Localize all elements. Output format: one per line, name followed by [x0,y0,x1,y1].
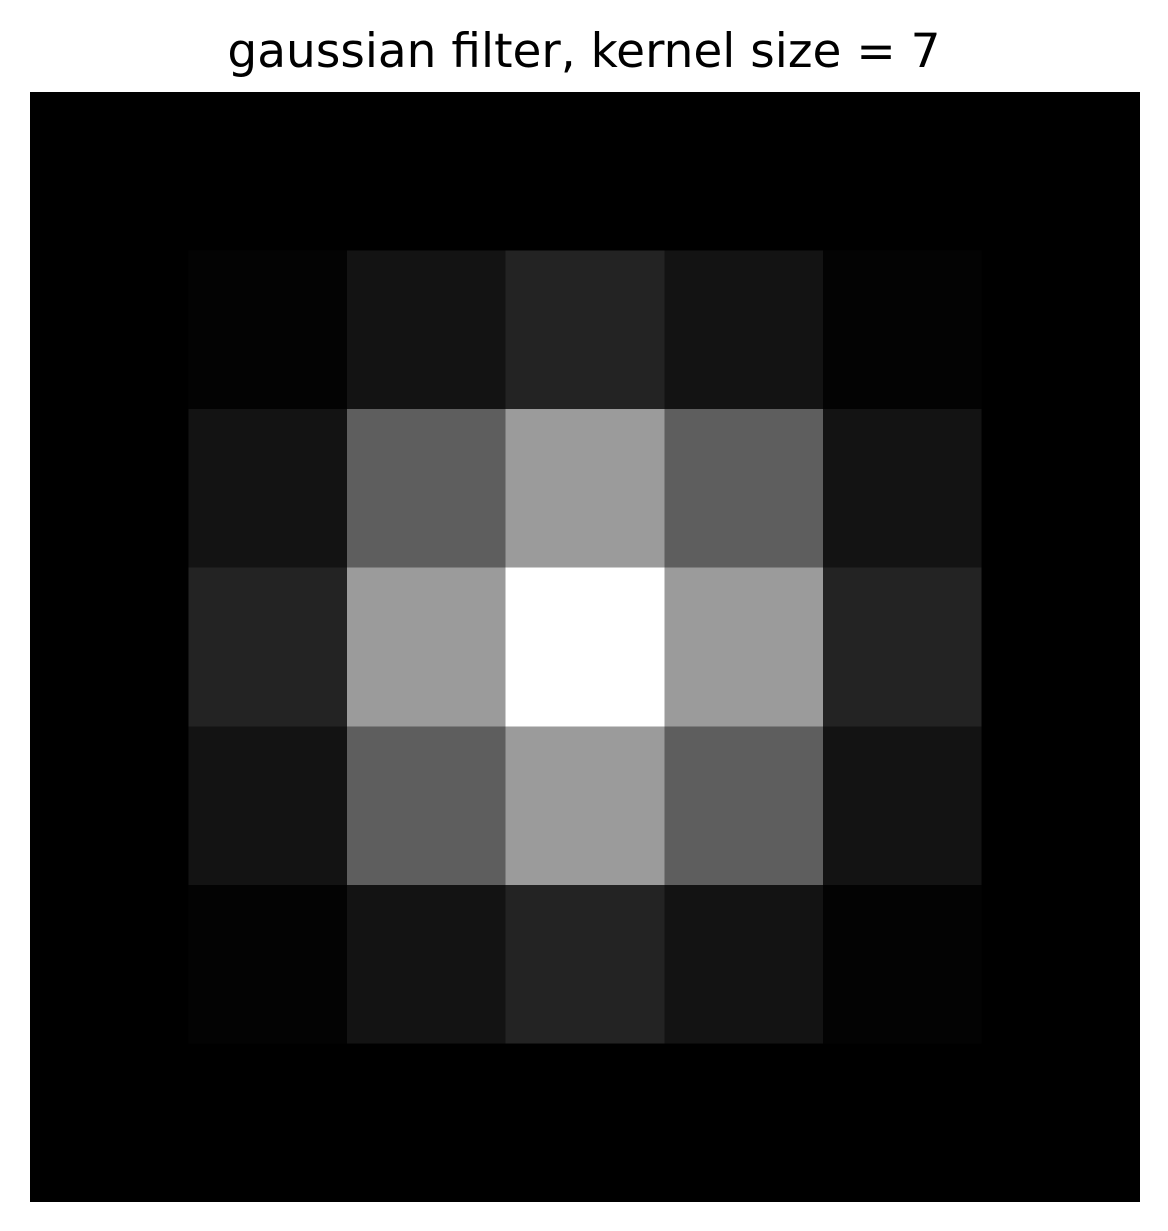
heatmap-cell-r2-c2 [347,409,507,569]
heatmap-cell-r4-c4 [664,726,824,886]
chart-title: gaussian filter, kernel size = 7 [227,24,941,79]
heatmap-cell-r3-c5 [822,567,982,727]
heatmap-cell-r4-c3 [505,726,665,886]
heatmap-cell-r5-c3 [505,884,665,1044]
heatmap-cell-r6-c6 [981,1043,1140,1202]
heatmap-cell-r2-c3 [505,409,665,569]
heatmap-cell-r1-c0 [30,250,190,410]
heatmap [30,92,1140,1202]
heatmap-cell-r6-c5 [822,1043,982,1202]
heatmap-cell-r1-c3 [505,250,665,410]
heatmap-cell-r3-c0 [30,567,190,727]
heatmap-cell-r2-c6 [981,409,1140,569]
heatmap-cell-r6-c0 [30,1043,190,1202]
heatmap-cell-r5-c6 [981,884,1140,1044]
heatmap-cell-r0-c0 [30,92,190,252]
heatmap-cell-r5-c4 [664,884,824,1044]
heatmap-cell-r5-c1 [188,884,348,1044]
heatmap-cell-r1-c2 [347,250,507,410]
heatmap-cell-r3-c4 [664,567,824,727]
heatmap-cell-r5-c0 [30,884,190,1044]
heatmap-cell-r3-c1 [188,567,348,727]
heatmap-cell-r0-c6 [981,92,1140,252]
heatmap-cell-r4-c5 [822,726,982,886]
heatmap-cell-r5-c5 [822,884,982,1044]
heatmap-cell-r2-c1 [188,409,348,569]
heatmap-cell-r4-c1 [188,726,348,886]
heatmap-cell-r0-c5 [822,92,982,252]
heatmap-cell-r1-c1 [188,250,348,410]
heatmap-cell-r4-c6 [981,726,1140,886]
heatmap-cell-r4-c0 [30,726,190,886]
heatmap-cell-r3-c6 [981,567,1140,727]
heatmap-cell-r6-c1 [188,1043,348,1202]
heatmap-cell-r6-c2 [347,1043,507,1202]
heatmap-cell-r3-c3 [505,567,665,727]
heatmap-cell-r1-c4 [664,250,824,410]
heatmap-cell-r6-c3 [505,1043,665,1202]
heatmap-cell-r1-c5 [822,250,982,410]
heatmap-cell-r0-c3 [505,92,665,252]
heatmap-cell-r3-c2 [347,567,507,727]
heatmap-cell-r1-c6 [981,250,1140,410]
heatmap-cell-r2-c0 [30,409,190,569]
heatmap-cell-r2-c5 [822,409,982,569]
heatmap-cell-r5-c2 [347,884,507,1044]
heatmap-cell-r0-c2 [347,92,507,252]
heatmap-cell-r6-c4 [664,1043,824,1202]
heatmap-cell-r2-c4 [664,409,824,569]
heatmap-cell-r0-c1 [188,92,348,252]
heatmap-cell-r4-c2 [347,726,507,886]
heatmap-cell-r0-c4 [664,92,824,252]
